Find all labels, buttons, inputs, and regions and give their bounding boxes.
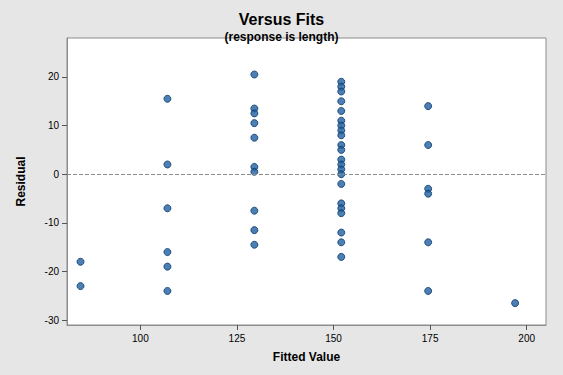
svg-text:200: 200: [518, 333, 535, 344]
svg-text:125: 125: [229, 333, 246, 344]
svg-text:20: 20: [48, 71, 60, 82]
svg-text:Versus Fits: Versus Fits: [239, 11, 324, 28]
svg-text:10: 10: [48, 120, 60, 131]
svg-text:150: 150: [325, 333, 342, 344]
svg-text:-30: -30: [45, 315, 60, 326]
svg-text:-10: -10: [45, 217, 60, 228]
svg-text:(response is length): (response is length): [224, 30, 338, 44]
svg-text:-20: -20: [45, 266, 60, 277]
svg-text:100: 100: [132, 333, 149, 344]
svg-text:Residual: Residual: [14, 156, 28, 206]
svg-text:Fitted Value: Fitted Value: [273, 350, 341, 364]
svg-text:0: 0: [53, 169, 59, 180]
svg-text:175: 175: [422, 333, 439, 344]
